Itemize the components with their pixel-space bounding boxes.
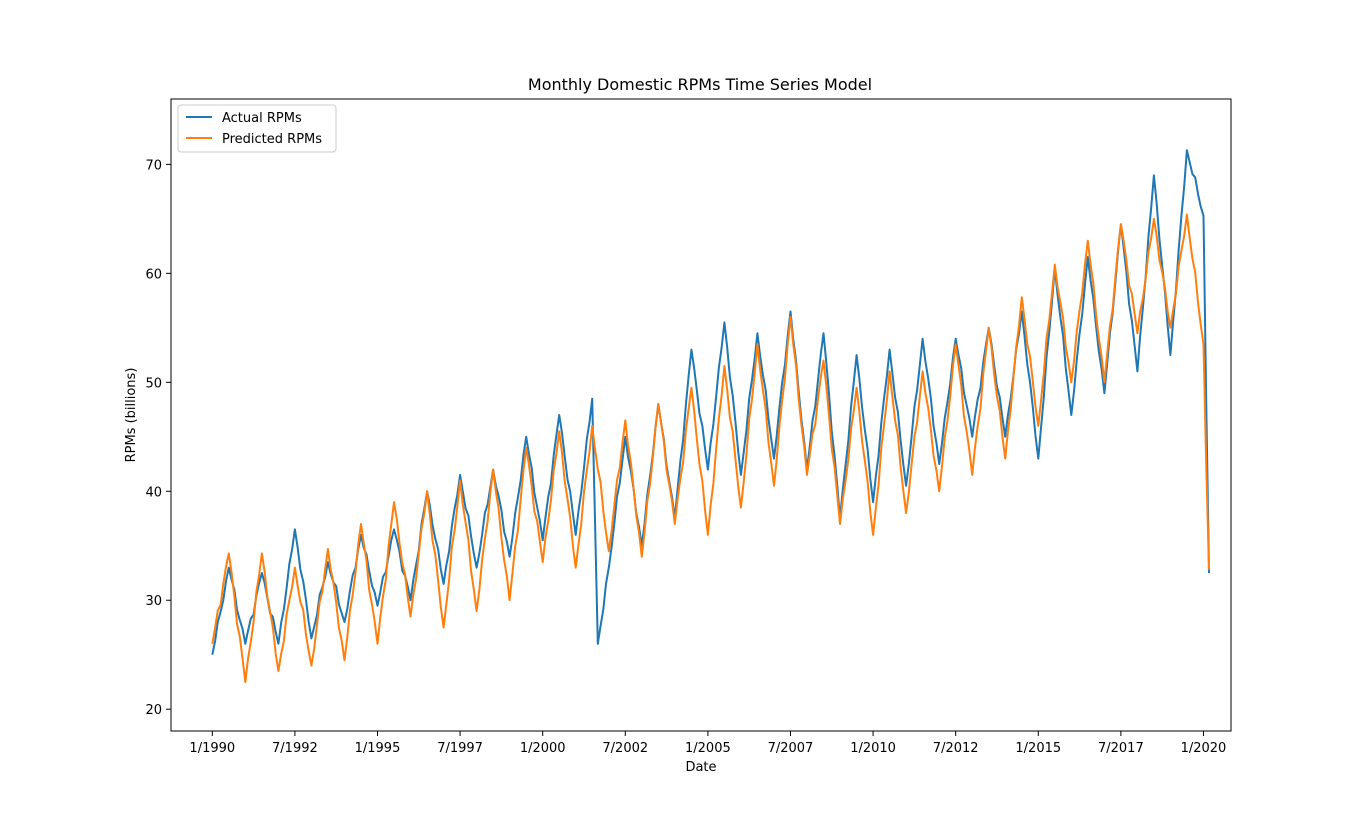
legend-box	[177, 104, 337, 153]
y-tick-label: 40	[145, 485, 162, 500]
x-tick-label: 1/2000	[520, 741, 566, 756]
plot-frame	[170, 98, 1232, 732]
y-axis-label: RPMs (billions)	[124, 368, 139, 463]
series-line-actual	[211, 149, 1210, 655]
x-tick-label: 1/1990	[189, 741, 235, 756]
x-tick-label: 1/2010	[850, 741, 896, 756]
y-tick-label: 60	[145, 267, 162, 282]
x-tick-label: 7/2007	[768, 741, 814, 756]
x-axis-label: Date	[685, 760, 716, 775]
x-tick-label: 1/2015	[1015, 741, 1061, 756]
series-layer	[211, 149, 1210, 683]
legend-label-predicted: Predicted RPMs	[222, 132, 322, 147]
x-tick-label: 7/1992	[272, 741, 318, 756]
legend: Actual RPMs Predicted RPMs	[177, 104, 337, 153]
x-tick-label: 7/2017	[1098, 741, 1144, 756]
x-tick-label: 7/2012	[933, 741, 979, 756]
x-tick-label: 7/1997	[437, 741, 483, 756]
x-tick-label: 1/1995	[355, 741, 401, 756]
legend-label-actual: Actual RPMs	[222, 111, 302, 126]
y-tick-label: 30	[145, 594, 162, 609]
y-axis: 20 30 40 50 60 70	[145, 158, 171, 718]
x-tick-label: 7/2002	[602, 741, 648, 756]
x-axis: 1/1990 7/1992 1/1995 7/1997 1/2000 7/2002 1/20…	[189, 731, 1226, 756]
y-tick-label: 50	[145, 376, 162, 391]
x-tick-label: 1/2020	[1181, 741, 1227, 756]
chart-title: Monthly Domestic RPMs Time Series Model	[528, 75, 872, 94]
y-tick-label: 20	[145, 703, 162, 718]
x-tick-label: 1/2005	[685, 741, 731, 756]
y-tick-label: 70	[145, 158, 162, 173]
series-line-predicted	[211, 213, 1210, 683]
